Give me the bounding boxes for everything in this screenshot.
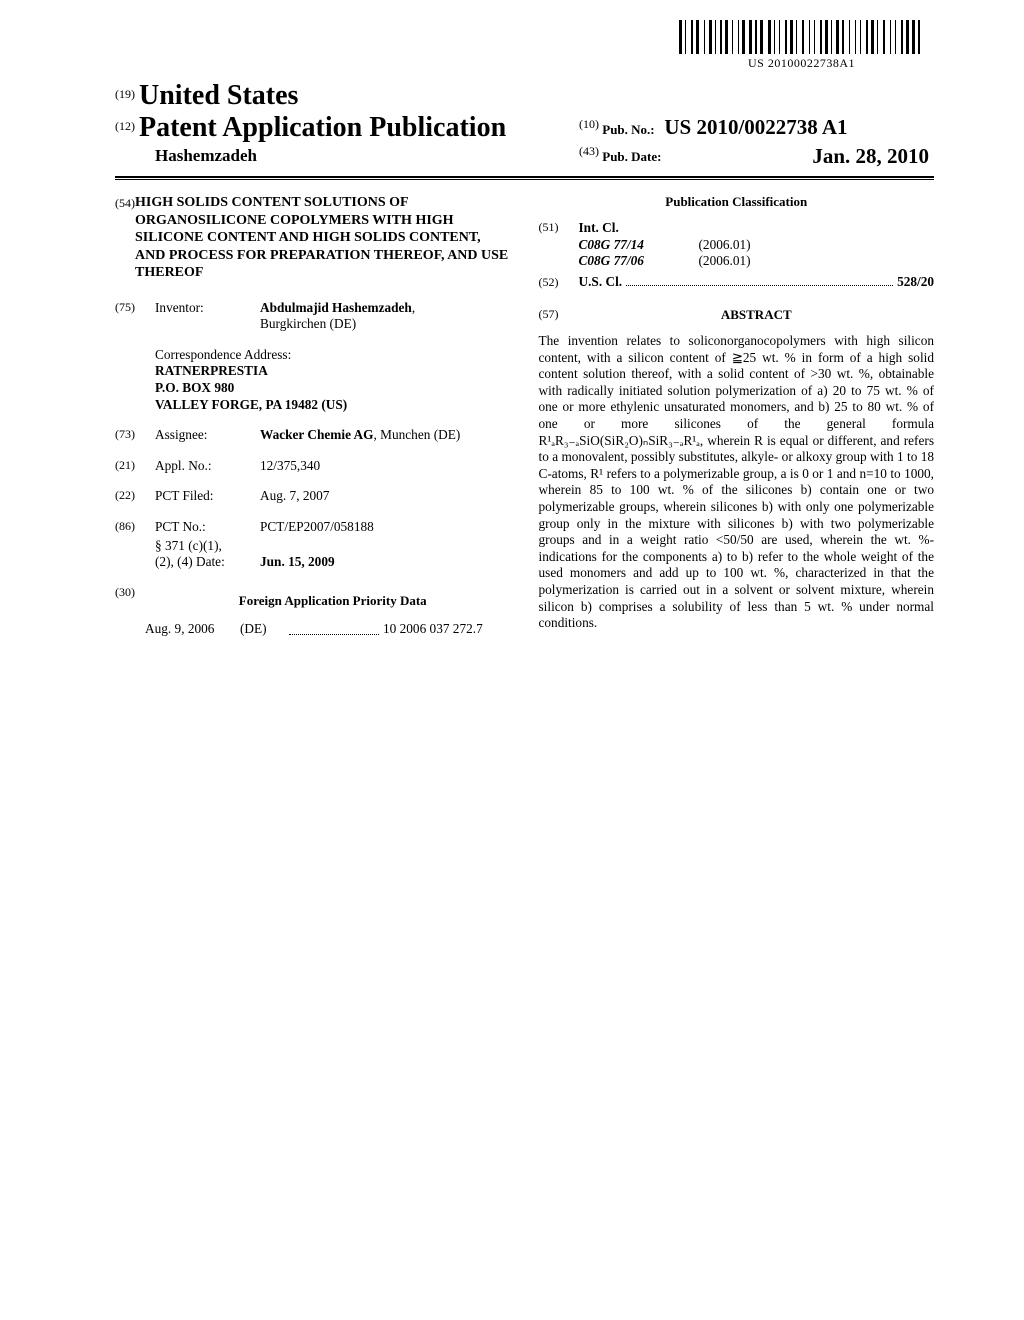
assignee-label: Assignee: (155, 427, 260, 444)
applno: 12/375,340 (260, 458, 511, 475)
dots (289, 621, 379, 635)
pctno-label: PCT No.: (155, 519, 260, 536)
inid-54: (54) (115, 194, 135, 282)
correspondence-label: Correspondence Address: (155, 347, 511, 364)
pubdate-label: Pub. Date: (602, 149, 661, 164)
inid-57: (57) (539, 307, 579, 327)
inid-19: (19) (115, 87, 135, 101)
barcode-text: US 20100022738A1 (679, 56, 924, 71)
invention-title: HIGH SOLIDS CONTENT SOLUTIONS OF ORGANOS… (135, 194, 511, 282)
priority-country: (DE) (240, 621, 285, 638)
inventor-label: Inventor: (155, 300, 260, 333)
inid-86: (86) (115, 519, 155, 536)
priority-head: Foreign Application Priority Data (155, 593, 511, 609)
inid-51: (51) (539, 220, 579, 270)
rule-thick (115, 176, 934, 178)
abstract-head: ABSTRACT (579, 307, 935, 323)
inid-43: (43) (579, 144, 599, 158)
country: United States (139, 80, 298, 111)
inid-52: (52) (539, 275, 579, 290)
correspondence-line2: P.O. BOX 980 (155, 380, 511, 397)
pubno: US 2010/0022738 A1 (664, 115, 847, 139)
left-column: (54) HIGH SOLIDS CONTENT SOLUTIONS OF OR… (115, 194, 511, 638)
assignee-location: , Munchen (DE) (374, 427, 461, 442)
uscl-value: 528/20 (897, 274, 934, 291)
priority-date: Aug. 9, 2006 (145, 621, 240, 638)
assignee-name: Wacker Chemie AG (260, 427, 374, 442)
abstract-body: The invention relates to soliconorganoco… (539, 333, 935, 632)
s371-line2: (2), (4) Date: (155, 554, 260, 571)
s371-date: Jun. 15, 2009 (260, 554, 335, 571)
intcl2-ver: (2006.01) (699, 253, 751, 270)
pubno-label: Pub. No.: (602, 122, 654, 137)
pctfiled-label: PCT Filed: (155, 488, 260, 505)
barcode-block: US 20100022738A1 (679, 20, 924, 71)
intcl-label: Int. Cl. (579, 220, 935, 237)
rule-thin (115, 179, 934, 180)
intcl1-code: C08G 77/14 (579, 237, 699, 254)
correspondence-line3: VALLEY FORGE, PA 19482 (US) (155, 397, 511, 414)
priority-number: 10 2006 037 272.7 (383, 621, 483, 638)
inid-12: (12) (115, 119, 135, 133)
intcl1-ver: (2006.01) (699, 237, 751, 254)
uscl-label: U.S. Cl. (579, 274, 623, 291)
correspondence-line1: RATNERPRESTIA (155, 363, 511, 380)
s371-line1: § 371 (c)(1), (155, 538, 260, 555)
right-column: Publication Classification (51) Int. Cl.… (539, 194, 935, 638)
barcode (679, 20, 924, 54)
pctno: PCT/EP2007/058188 (260, 519, 511, 536)
inid-10: (10) (579, 117, 599, 131)
inid-30: (30) (115, 585, 155, 617)
pubdate: Jan. 28, 2010 (812, 144, 929, 169)
inid-75: (75) (115, 300, 155, 333)
inid-73: (73) (115, 427, 155, 444)
header-right: (10) Pub. No.: US 2010/0022738 A1 (43) P… (579, 115, 929, 169)
inventor-name: Abdulmajid Hashemzadeh (260, 300, 412, 315)
pctfiled: Aug. 7, 2007 (260, 488, 511, 505)
applno-label: Appl. No.: (155, 458, 260, 475)
dots (626, 285, 893, 286)
inid-21: (21) (115, 458, 155, 475)
inventor-location: Burgkirchen (DE) (260, 316, 356, 331)
publication-type: Patent Application Publication (139, 112, 506, 143)
pubclass-head: Publication Classification (539, 194, 935, 210)
intcl2-code: C08G 77/06 (579, 253, 699, 270)
inid-22: (22) (115, 488, 155, 505)
